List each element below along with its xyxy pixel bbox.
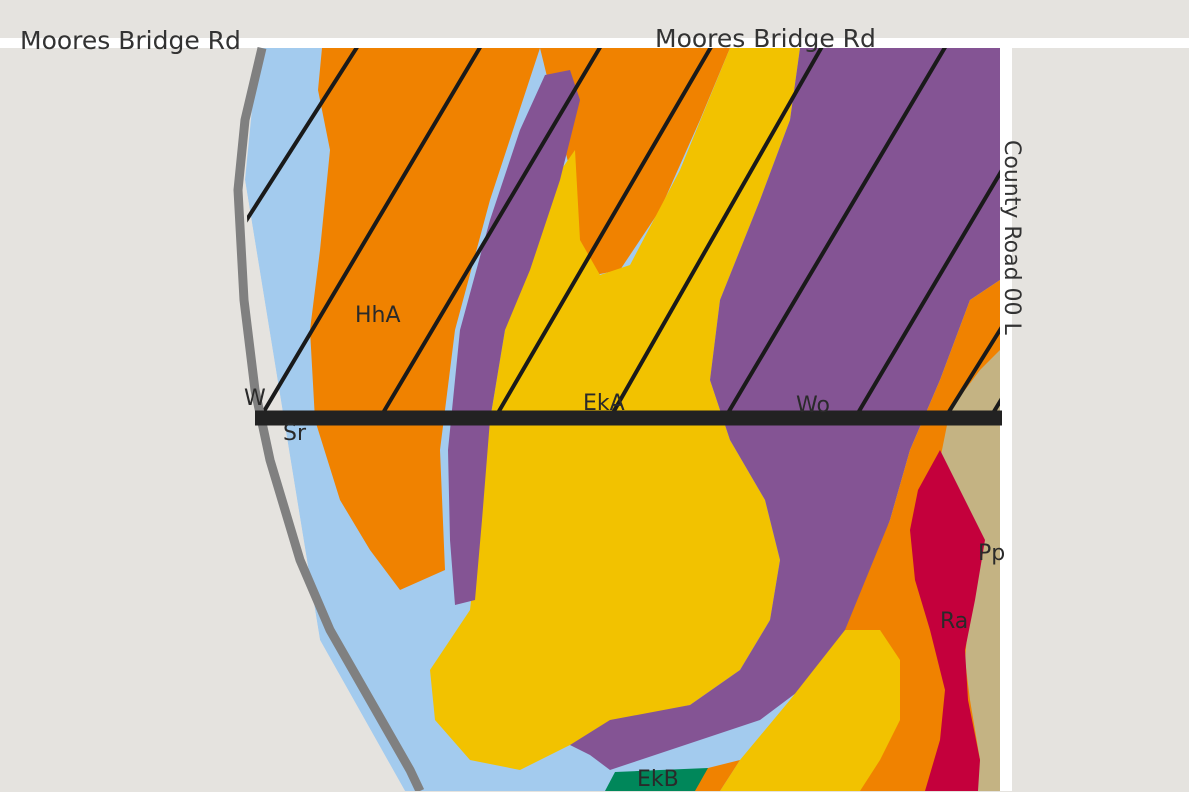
soil-label-w[interactable]: W bbox=[244, 386, 266, 411]
soil-label-wo[interactable]: Wo bbox=[796, 393, 830, 418]
soil-polygon-eka-lower[interactable] bbox=[720, 630, 900, 791]
soil-label-eka[interactable]: EkA bbox=[583, 391, 625, 416]
soil-label-ra[interactable]: Ra bbox=[940, 609, 969, 634]
soil-label-pp[interactable]: Pp bbox=[978, 541, 1006, 566]
soil-label-hha[interactable]: HhA bbox=[355, 303, 401, 328]
soil-label-ekb[interactable]: EkB bbox=[637, 767, 679, 792]
road-moores-bridge[interactable] bbox=[0, 38, 1189, 48]
road-label-county-vertical: County Road 00 L bbox=[999, 140, 1024, 335]
soil-polygon-hha[interactable] bbox=[310, 48, 540, 590]
soil-polygon-wo[interactable] bbox=[570, 48, 1000, 770]
road-label-moores-bridge-left: Moores Bridge Rd bbox=[20, 26, 241, 55]
parcel-boundary[interactable] bbox=[233, 46, 425, 791]
road-label-moores-bridge-right: Moores Bridge Rd bbox=[655, 24, 876, 53]
soil-polygon-wo-finger[interactable] bbox=[448, 70, 580, 605]
soil-polygon-hha-bottom[interactable] bbox=[690, 760, 740, 791]
soil-polygon-hha-upper[interactable] bbox=[540, 48, 730, 275]
soil-polygon-pp[interactable] bbox=[940, 350, 1000, 791]
road-county[interactable] bbox=[1000, 48, 1012, 791]
soil-polygon-ra[interactable] bbox=[910, 450, 985, 791]
soil-polygon-ekb[interactable] bbox=[605, 768, 708, 791]
soil-label-sr[interactable]: Sr bbox=[283, 421, 307, 446]
hatch-overlay bbox=[245, 48, 1000, 418]
